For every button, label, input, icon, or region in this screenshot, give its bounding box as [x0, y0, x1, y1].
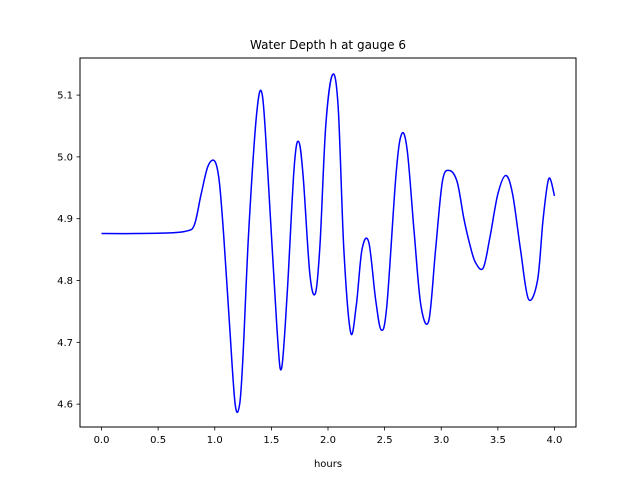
x-axis-label: hours: [314, 459, 342, 470]
x-tick-label: 3.0: [433, 435, 449, 446]
x-tick-label: 0.0: [94, 435, 110, 446]
series-line-0: [101, 73, 556, 413]
x-tick-label: 3.5: [490, 435, 506, 446]
plot-area: [101, 73, 556, 413]
plot-frame: [79, 57, 577, 428]
x-tick-label: 4.0: [547, 435, 563, 446]
x-axis: 0.0 0.5 1.0 1.5 2.0 2.5 3.0 3.5 4.0: [94, 427, 563, 446]
y-tick-label: 4.9: [57, 214, 73, 225]
x-tick-label: 0.5: [150, 435, 166, 446]
x-tick-label: 2.0: [320, 435, 336, 446]
x-tick-label: 2.5: [377, 435, 393, 446]
y-axis: 4.6 4.7 4.8 4.9 5.0 5.1: [57, 91, 80, 411]
y-tick-label: 5.0: [57, 152, 73, 163]
y-tick-label: 4.8: [57, 276, 73, 287]
y-tick-label: 4.6: [57, 400, 73, 411]
x-tick-label: 1.5: [263, 435, 279, 446]
x-tick-label: 1.0: [207, 435, 223, 446]
chart-title: Water Depth h at gauge 6: [250, 38, 406, 52]
y-tick-label: 4.7: [57, 338, 73, 349]
y-tick-label: 5.1: [57, 91, 73, 102]
